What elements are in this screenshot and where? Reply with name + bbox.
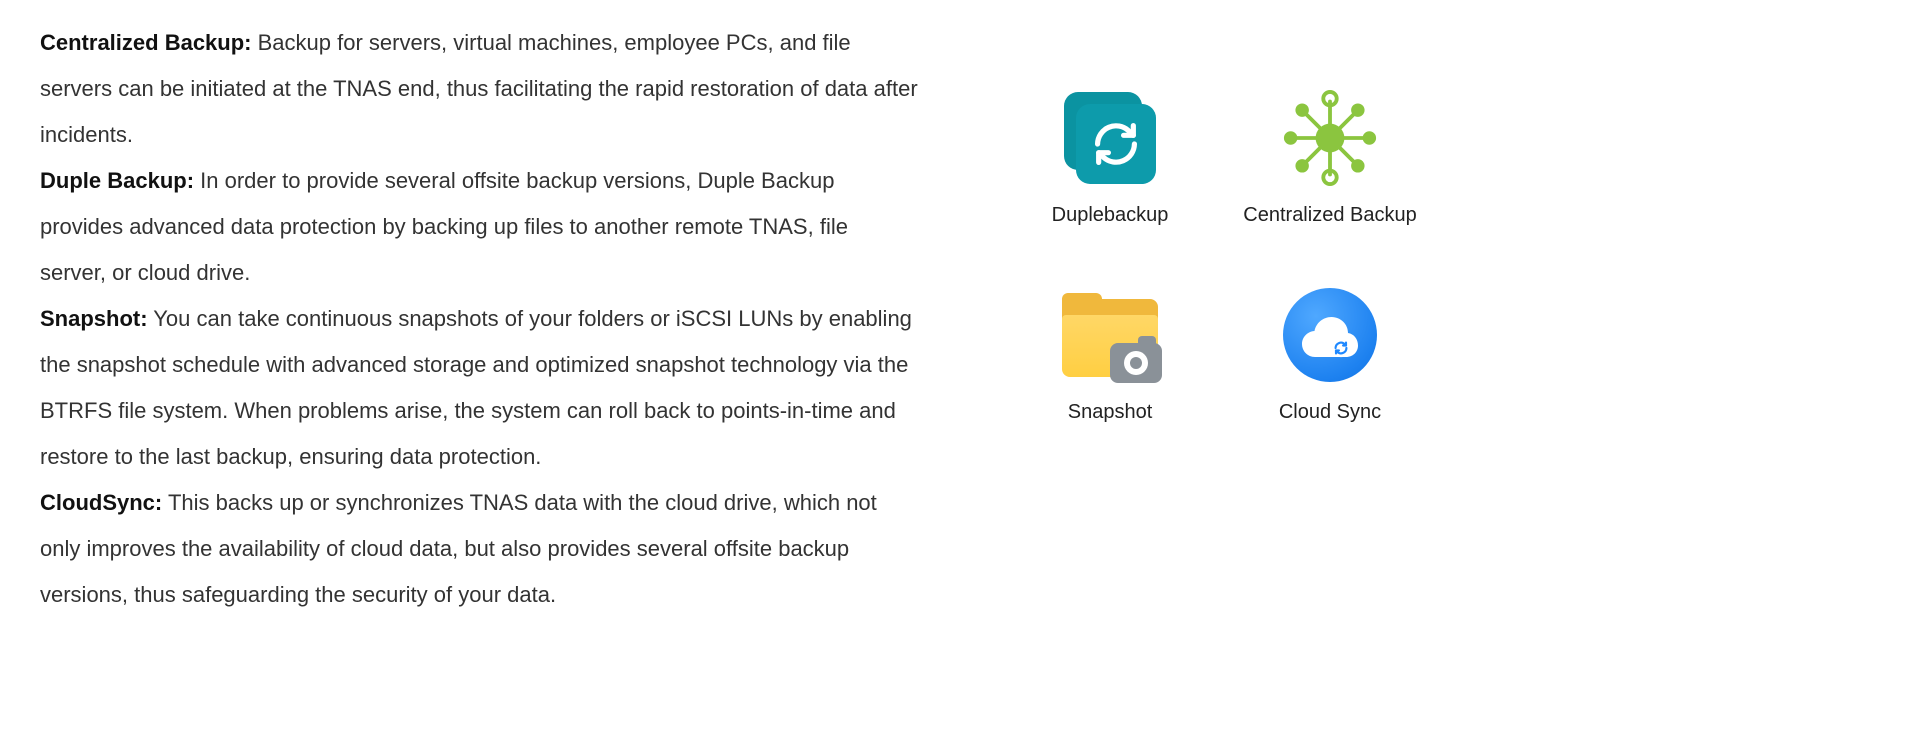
feature-title: Snapshot: (40, 306, 148, 331)
centralized-backup-icon (1282, 90, 1378, 186)
icon-label: Snapshot (1068, 401, 1153, 424)
feature-text-column: Centralized Backup: Backup for servers, … (40, 20, 920, 618)
icon-cell-centralized-backup: Centralized Backup (1220, 90, 1440, 227)
icon-cell-snapshot: Snapshot (1000, 287, 1220, 424)
feature-icon-grid: Duplebackup (1000, 20, 1880, 424)
feature-body: You can take continuous snapshots of you… (40, 306, 912, 469)
feature-cloudsync: CloudSync: This backs up or synchronizes… (40, 480, 920, 618)
feature-duple-backup: Duple Backup: In order to provide severa… (40, 158, 920, 296)
snapshot-icon (1062, 287, 1158, 383)
feature-title: Duple Backup: (40, 168, 194, 193)
feature-centralized-backup: Centralized Backup: Backup for servers, … (40, 20, 920, 158)
feature-snapshot: Snapshot: You can take continuous snapsh… (40, 296, 920, 480)
icon-label: Cloud Sync (1279, 401, 1381, 424)
feature-title: CloudSync: (40, 490, 162, 515)
feature-body: This backs up or synchronizes TNAS data … (40, 490, 877, 607)
icon-cell-cloud-sync: Cloud Sync (1220, 287, 1440, 424)
icon-cell-duplebackup: Duplebackup (1000, 90, 1220, 227)
duplebackup-icon (1062, 90, 1158, 186)
icon-label: Duplebackup (1052, 204, 1169, 227)
icon-label: Centralized Backup (1243, 204, 1416, 227)
feature-title: Centralized Backup: (40, 30, 252, 55)
cloud-sync-icon (1282, 287, 1378, 383)
feature-section: Centralized Backup: Backup for servers, … (40, 20, 1880, 618)
